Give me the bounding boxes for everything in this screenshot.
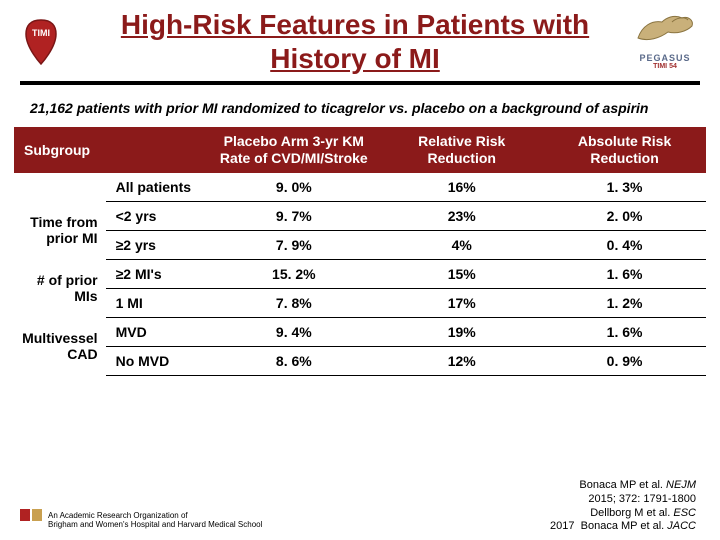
col-header-arr: Absolute Risk Reduction	[543, 127, 706, 173]
data-cell: 7. 8%	[207, 288, 380, 317]
slide-title: High-Risk Features in Patients with Hist…	[20, 8, 700, 81]
subgroup-cell: 1 MI	[106, 288, 208, 317]
col-header-rrr: Relative Risk Reduction	[380, 127, 543, 173]
ref-line-2: 2015; 372: 1791-1800	[550, 493, 696, 507]
subgroup-cell: ≥2 yrs	[106, 230, 208, 259]
data-cell: 16%	[380, 173, 543, 202]
slide-subtitle: 21,162 patients with prior MI randomized…	[30, 99, 690, 117]
pegasus-logo: PEGASUS TIMI 54	[630, 8, 700, 72]
data-cell: 1. 6%	[543, 317, 706, 346]
table-row: All patients9. 0%16%1. 3%	[14, 173, 706, 202]
ref-line-3: Dellborg M et al. ESC	[590, 507, 696, 519]
data-cell: 1. 6%	[543, 259, 706, 288]
ref-line-4: 2017 Bonaca MP et al. JACC	[550, 520, 696, 532]
table-row: No MVD8. 6%12%0. 9%	[14, 346, 706, 375]
group-label: # of prior MIs	[14, 259, 106, 317]
data-cell: 0. 9%	[543, 346, 706, 375]
subgroup-cell: No MVD	[106, 346, 208, 375]
pegasus-sublabel: TIMI 54	[630, 63, 700, 70]
table-row: 1 MI7. 8%17%1. 2%	[14, 288, 706, 317]
group-label: Time from prior MI	[14, 201, 106, 259]
table-header-row: Subgroup Placebo Arm 3-yr KM Rate of CVD…	[14, 127, 706, 173]
data-cell: 17%	[380, 288, 543, 317]
pegasus-label: PEGASUS	[630, 53, 700, 63]
data-cell: 4%	[380, 230, 543, 259]
col-header-subgroup: Subgroup	[14, 127, 207, 173]
data-table-wrap: Subgroup Placebo Arm 3-yr KM Rate of CVD…	[14, 127, 706, 376]
slide-footer: An Academic Research Organization of Bri…	[0, 536, 720, 540]
table-row: Multivessel CADMVD9. 4%19%1. 6%	[14, 317, 706, 346]
risk-table: Subgroup Placebo Arm 3-yr KM Rate of CVD…	[14, 127, 706, 376]
table-row: ≥2 yrs7. 9%4%0. 4%	[14, 230, 706, 259]
subgroup-cell: All patients	[106, 173, 208, 202]
data-cell: 23%	[380, 201, 543, 230]
data-cell: 7. 9%	[207, 230, 380, 259]
affiliation-line2: Brigham and Women's Hospital and Harvard…	[48, 520, 262, 530]
group-label: Multivessel CAD	[14, 317, 106, 375]
data-cell: 2. 0%	[543, 201, 706, 230]
table-row: # of prior MIs≥2 MI's15. 2%15%1. 6%	[14, 259, 706, 288]
data-cell: 9. 0%	[207, 173, 380, 202]
group-label	[14, 173, 106, 202]
references: Bonaca MP et al. NEJM 2015; 372: 1791-18…	[550, 479, 696, 534]
data-cell: 8. 6%	[207, 346, 380, 375]
affiliation-line1: An Academic Research Organization of	[48, 511, 262, 521]
ref-line-1: Bonaca MP et al. NEJM	[579, 479, 696, 491]
data-cell: 12%	[380, 346, 543, 375]
subgroup-cell: MVD	[106, 317, 208, 346]
affiliation-text: An Academic Research Organization of Bri…	[48, 511, 262, 530]
subgroup-cell: ≥2 MI's	[106, 259, 208, 288]
subgroup-cell: <2 yrs	[106, 201, 208, 230]
affiliation-icons	[20, 505, 44, 530]
data-cell: 0. 4%	[543, 230, 706, 259]
slide-header: TIMI PEGASUS TIMI 54 High-Risk Features …	[0, 0, 720, 81]
data-cell: 9. 4%	[207, 317, 380, 346]
data-cell: 15. 2%	[207, 259, 380, 288]
data-cell: 9. 7%	[207, 201, 380, 230]
data-cell: 15%	[380, 259, 543, 288]
svg-text:TIMI: TIMI	[32, 28, 50, 38]
data-cell: 1. 3%	[543, 173, 706, 202]
title-underline	[20, 81, 700, 85]
timi-logo: TIMI	[20, 16, 62, 68]
data-cell: 1. 2%	[543, 288, 706, 317]
col-header-placebo: Placebo Arm 3-yr KM Rate of CVD/MI/Strok…	[207, 127, 380, 173]
table-row: Time from prior MI<2 yrs9. 7%23%2. 0%	[14, 201, 706, 230]
data-cell: 19%	[380, 317, 543, 346]
